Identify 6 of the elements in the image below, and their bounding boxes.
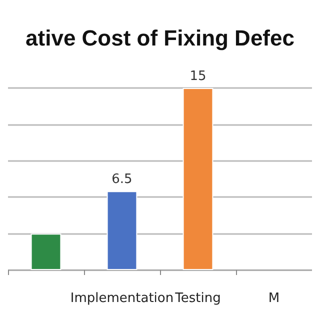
chart-title: ative Cost of Fixing Defec [26, 26, 294, 50]
x-tick-label: Testing [174, 291, 221, 306]
x-tick-label: Implementation [70, 291, 174, 306]
data-label: 15 [190, 69, 206, 84]
x-tick-label: M [268, 291, 280, 306]
data-label: 6.5 [112, 172, 132, 188]
